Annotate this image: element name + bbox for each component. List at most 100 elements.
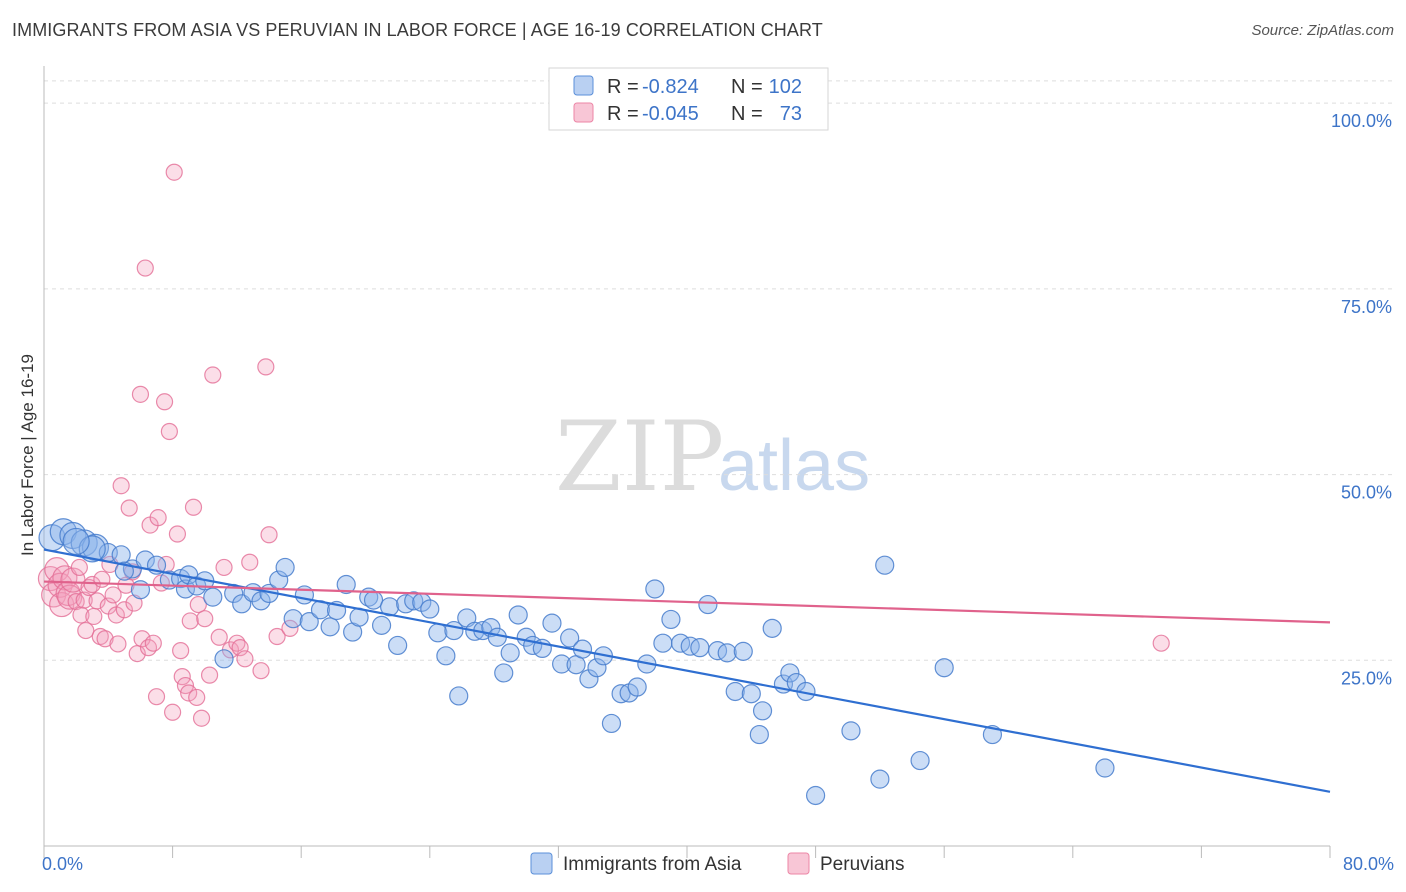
- axes: [43, 66, 1331, 858]
- peru-point-53: [184, 498, 203, 516]
- asia-point-59: [552, 654, 572, 674]
- asia-point-44: [436, 646, 456, 666]
- peru-point-68: [257, 358, 275, 376]
- asia-point-40: [404, 591, 424, 611]
- asia-point-67: [611, 684, 631, 704]
- asia-point-90: [749, 724, 769, 745]
- peru-point-15: [83, 575, 101, 594]
- peru-point-10: [70, 558, 88, 577]
- asia-point-101: [62, 527, 90, 556]
- y-tick-labels: 25.0% 50.0% 75.0% 100.0%: [1331, 111, 1392, 688]
- peru-point-48: [172, 642, 190, 660]
- peru-point-58: [200, 666, 219, 684]
- y-tick-label-2: 75.0%: [1341, 297, 1392, 317]
- chart-source: Source: ZipAtlas.com: [1251, 22, 1394, 39]
- peru-point-38: [144, 634, 162, 652]
- asia-point-52: [494, 663, 514, 683]
- asia-point-97: [1095, 758, 1115, 778]
- asia-point-43: [428, 623, 448, 643]
- asia-point-17: [214, 649, 234, 669]
- asia-point-58: [542, 613, 562, 633]
- grid-lines: [44, 80, 1392, 661]
- asia-point-80: [725, 681, 745, 702]
- asia-point-71: [645, 579, 665, 599]
- peru-point-16: [85, 607, 103, 626]
- peruvians-points: [37, 163, 1170, 727]
- peru-point-57: [196, 610, 214, 628]
- peru-point-19: [93, 570, 111, 588]
- peru-trend-line: [43, 580, 1331, 624]
- legend-n-label-peru: N =: [731, 103, 763, 125]
- peru-point-72: [1152, 634, 1170, 652]
- legend-swatch-peru: [573, 102, 594, 123]
- asia-point-46: [449, 686, 469, 706]
- peru-point-25: [109, 635, 127, 653]
- legend-swatch-asia: [573, 75, 594, 96]
- peru-point-67: [252, 662, 270, 680]
- watermark-atlas: atlas: [718, 426, 870, 506]
- asia-point-73: [661, 609, 681, 630]
- asia-point-53: [500, 643, 520, 663]
- peru-point-35: [136, 259, 154, 277]
- peru-point-60: [210, 628, 228, 646]
- peru-point-39: [147, 688, 166, 706]
- asia-point-69: [627, 677, 647, 697]
- asia-point-89: [805, 785, 826, 806]
- asia-point-93: [875, 555, 895, 575]
- watermark-zip: ZIP: [555, 401, 724, 513]
- asia-point-100: [78, 535, 106, 563]
- asia-point-29: [320, 617, 340, 637]
- asia-point-12: [175, 579, 196, 599]
- y-tick-label-3: 100.0%: [1331, 111, 1392, 131]
- x-tick-label-min: 0.0%: [42, 854, 83, 874]
- x-tick-label-max: 80.0%: [1343, 854, 1394, 874]
- peru-point-47: [168, 525, 187, 543]
- peru-point-33: [131, 385, 150, 403]
- peru-point-65: [236, 650, 254, 668]
- asia-point-42: [420, 599, 440, 619]
- asia-point-75: [680, 636, 700, 656]
- legend-r-value-asia: -0.824: [642, 76, 699, 98]
- peru-point-17: [88, 592, 106, 610]
- asia-point-92: [870, 769, 890, 789]
- asia-point-63: [579, 669, 599, 689]
- y-tick-label-1: 50.0%: [1341, 483, 1392, 503]
- asia-point-25: [283, 609, 303, 629]
- peru-point-42: [155, 393, 174, 411]
- peru-point-23: [104, 586, 122, 604]
- asia-point-38: [388, 635, 408, 656]
- asia-point-31: [336, 574, 356, 595]
- legend-n-value-asia: 102: [769, 76, 802, 98]
- asia-point-77: [698, 594, 718, 615]
- peru-point-27: [115, 601, 133, 619]
- peru-point-40: [149, 509, 167, 527]
- peru-point-61: [215, 558, 233, 577]
- series-swatch-asia: [530, 852, 553, 875]
- y-axis-label: In Labor Force | Age 16-19: [18, 354, 37, 556]
- correlation-legend: R = -0.824 N = 102 R = -0.045 N = 73: [548, 67, 829, 131]
- asia-point-24: [275, 557, 295, 578]
- asia-point-81: [733, 641, 753, 661]
- trend-lines: [43, 548, 1331, 793]
- asia-point-54: [508, 605, 528, 625]
- peru-point-31: [125, 594, 143, 612]
- peru-point-26: [112, 477, 130, 495]
- peru-point-64: [231, 639, 249, 657]
- peru-point-29: [120, 499, 138, 517]
- series-label-asia: Immigrants from Asia: [563, 854, 742, 875]
- asia-point-95: [934, 658, 954, 678]
- peru-point-44: [160, 422, 178, 441]
- series-swatch-peru: [787, 852, 810, 875]
- peru-point-13: [77, 621, 95, 640]
- asia-point-72: [653, 633, 673, 653]
- peru-point-12: [75, 591, 93, 609]
- peru-point-45: [164, 703, 182, 721]
- asia-point-86: [780, 663, 800, 683]
- peru-point-49: [173, 668, 191, 686]
- asia-point-83: [752, 701, 773, 721]
- peru-point-46: [165, 163, 183, 181]
- asia-point-84: [762, 618, 782, 638]
- legend-r-value-peru: -0.045: [642, 103, 699, 125]
- asia-point-21: [251, 591, 271, 611]
